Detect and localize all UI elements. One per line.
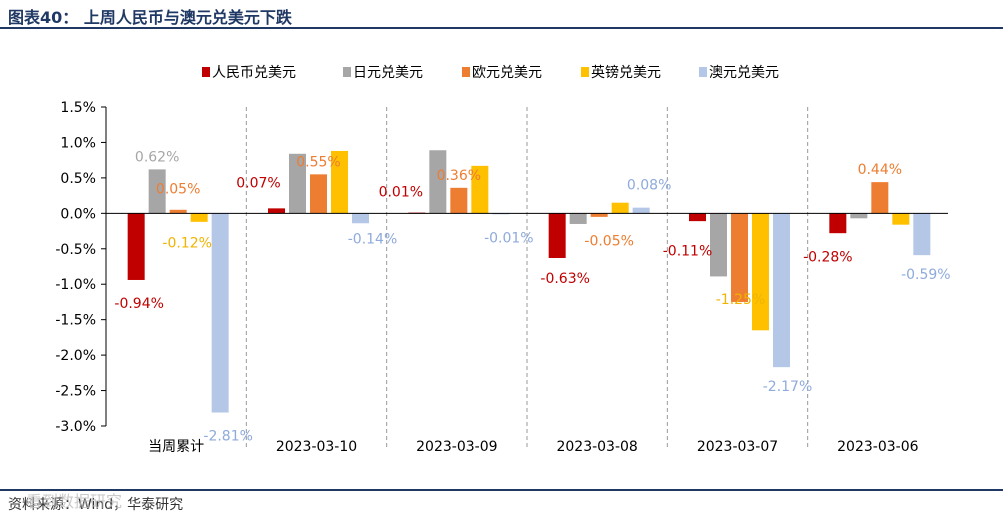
legend-swatch <box>462 67 470 77</box>
bar <box>127 213 145 280</box>
bar <box>450 187 468 214</box>
y-tick-label: 1.0% <box>60 135 96 151</box>
y-tick-label: 0.5% <box>60 171 96 187</box>
bar <box>829 213 847 234</box>
bar <box>331 150 348 214</box>
bar <box>548 213 566 258</box>
bar <box>871 182 889 214</box>
data-label: -0.94% <box>114 296 164 312</box>
bar <box>352 213 369 224</box>
data-label: -0.28% <box>803 249 853 265</box>
data-label: -0.59% <box>901 267 951 283</box>
bar <box>268 208 285 214</box>
data-label: 0.62% <box>135 149 179 165</box>
bar <box>913 213 931 256</box>
data-label: -0.12% <box>162 235 212 251</box>
bar <box>632 207 650 214</box>
y-tick-label: -1.0% <box>55 277 96 293</box>
x-tick-label: 2023-03-10 <box>276 439 357 455</box>
x-tick-label: 2023-03-08 <box>556 439 637 455</box>
data-label: -1.25% <box>716 292 766 308</box>
y-tick-label: 1.5% <box>60 100 96 116</box>
data-label: 0.36% <box>437 168 481 184</box>
chart-title: 图表40： 上周人民币与澳元兑美元下跌 <box>8 8 292 27</box>
legend-swatch <box>202 67 210 77</box>
y-tick-label: -2.0% <box>55 348 96 364</box>
x-tick-label: 2023-03-06 <box>837 439 918 455</box>
bar <box>190 213 208 222</box>
data-label: -2.81% <box>203 429 253 445</box>
bar <box>892 213 910 225</box>
bar <box>211 213 229 413</box>
legend-label: 欧元兑美元 <box>472 65 542 81</box>
footer-rule <box>0 489 1003 491</box>
legend-label: 日元兑美元 <box>353 65 423 81</box>
y-tick-label: -0.5% <box>55 242 96 258</box>
bar <box>752 213 769 331</box>
data-label: -0.14% <box>348 231 398 247</box>
data-label: -0.05% <box>584 233 634 249</box>
data-label: 0.07% <box>236 175 280 191</box>
title-rule <box>0 27 1003 29</box>
legend-label: 人民币兑美元 <box>212 65 296 81</box>
bar <box>611 202 629 214</box>
y-tick-label: -3.0% <box>55 419 96 435</box>
bar <box>731 213 748 302</box>
data-label: 0.08% <box>627 178 671 194</box>
data-label: 0.05% <box>156 181 200 197</box>
data-label: -0.01% <box>484 230 534 246</box>
data-label: -2.17% <box>763 379 813 395</box>
bar <box>590 213 608 217</box>
y-tick-label: 0.0% <box>60 206 96 222</box>
legend-swatch <box>581 67 589 77</box>
y-tick-label: -2.5% <box>55 384 96 400</box>
x-tick-label: 当周累计 <box>148 439 204 455</box>
bar <box>289 153 306 214</box>
legend-label: 英镑兑美元 <box>591 64 661 81</box>
data-label: -0.63% <box>540 271 590 287</box>
bar <box>569 213 587 224</box>
bar <box>710 213 727 277</box>
source-note: 资料来源：Wind，华泰研究 <box>8 497 184 513</box>
x-tick-label: 2023-03-07 <box>697 439 778 455</box>
legend-label: 澳元兑美元 <box>709 65 779 81</box>
x-tick-label: 2023-03-09 <box>416 439 497 455</box>
legend-swatch <box>699 67 707 77</box>
data-label: 0.01% <box>379 184 423 200</box>
y-tick-label: -1.5% <box>55 313 96 329</box>
bar <box>310 174 327 214</box>
legend-swatch <box>343 67 351 77</box>
bar <box>689 213 706 222</box>
bar <box>471 165 489 214</box>
bar <box>148 169 166 214</box>
bar <box>850 213 868 219</box>
data-label: -0.11% <box>663 243 713 259</box>
bar <box>169 209 187 214</box>
data-label: 0.44% <box>858 162 902 178</box>
bar <box>429 150 447 214</box>
data-label: 0.55% <box>296 154 340 170</box>
bar <box>773 213 790 368</box>
watermark: 看到数据研究 <box>26 492 123 511</box>
